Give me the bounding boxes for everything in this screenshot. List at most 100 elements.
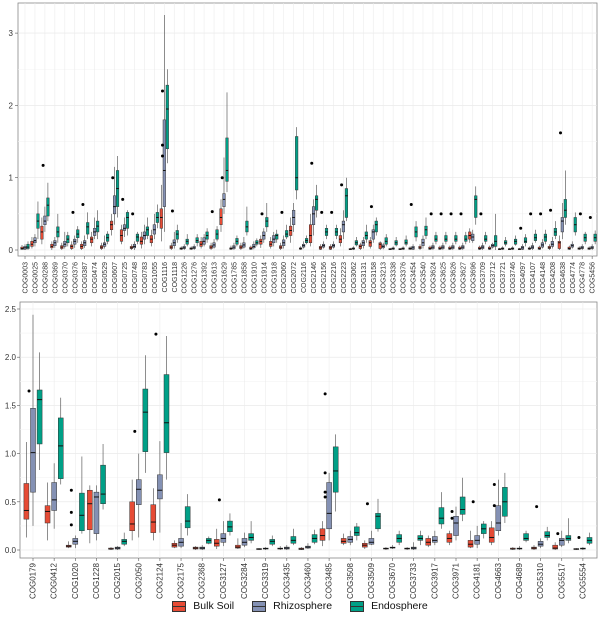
box-endosphere xyxy=(285,224,289,240)
box-iqr xyxy=(40,225,44,240)
box-bulk-soil xyxy=(235,538,241,550)
legend-label: Bulk Soil xyxy=(193,600,235,612)
box-iqr xyxy=(26,243,30,249)
box-bulk-soil xyxy=(209,242,213,250)
box-bulk-soil xyxy=(299,246,303,250)
box-bulk-soil xyxy=(446,530,453,546)
box-endosphere xyxy=(563,170,567,225)
box-iqr xyxy=(474,195,478,218)
box-iqr xyxy=(125,212,130,229)
x-tick-label: COG1613 xyxy=(212,262,219,294)
box-bulk-soil xyxy=(488,245,492,250)
box-bulk-soil xyxy=(90,231,94,247)
outlier-point xyxy=(559,131,562,135)
box-iqr xyxy=(368,538,375,545)
x-tick-label: COG4689 xyxy=(515,562,524,599)
box-iqr xyxy=(552,544,558,550)
outlier-point xyxy=(111,176,115,180)
box-rhizosphere xyxy=(162,15,166,232)
box-iqr xyxy=(135,233,139,242)
box-endosphere xyxy=(424,217,428,240)
x-tick-label: COG3376 xyxy=(401,262,408,294)
box-bulk-soil xyxy=(229,245,233,250)
x-tick-label: COG4774 xyxy=(570,262,577,294)
box-endosphere xyxy=(145,217,149,240)
x-tick-label: COG3624 xyxy=(430,262,437,294)
x-tick-label: COG2216 xyxy=(331,262,338,294)
box-iqr xyxy=(523,533,529,541)
outlier-point xyxy=(133,429,137,433)
box-rhizosphere xyxy=(220,521,227,547)
x-tick-label: COG3131 xyxy=(361,262,368,294)
box-rhizosphere xyxy=(453,506,459,541)
x-tick-label: COG1629 xyxy=(222,262,229,294)
box-bulk-soil xyxy=(408,246,412,250)
x-tick-label: COG3721 xyxy=(500,262,507,294)
box-bulk-soil xyxy=(338,228,342,247)
box-iqr xyxy=(142,388,149,452)
box-endosphere xyxy=(26,241,30,250)
x-tick-label: COG3454 xyxy=(411,262,418,294)
legend-key-rhizosphere xyxy=(252,600,267,612)
x-tick-label: COG4181 xyxy=(473,562,482,599)
box-bulk-soil xyxy=(256,548,262,550)
box-endosphere xyxy=(414,221,418,242)
box-iqr xyxy=(295,136,299,191)
box-bulk-soil xyxy=(40,217,44,245)
box-endosphere xyxy=(444,231,448,245)
box-iqr xyxy=(165,84,169,150)
box-rhizosphere xyxy=(381,242,385,250)
box-endosphere xyxy=(56,213,60,243)
box-endosphere xyxy=(135,231,139,245)
box-bulk-soil xyxy=(50,241,54,250)
x-tick-label: COG2223 xyxy=(341,262,348,294)
box-iqr xyxy=(222,193,226,207)
box-iqr xyxy=(44,505,51,524)
x-tick-label: COG3213 xyxy=(381,262,388,294)
box-bulk-soil xyxy=(587,246,591,250)
box-bulk-soil xyxy=(537,245,541,250)
x-tick-label: COG0003 xyxy=(23,262,30,294)
box-bulk-soil xyxy=(214,528,220,550)
box-bulk-soil xyxy=(259,235,263,248)
box-rhizosphere xyxy=(142,224,146,245)
box-rhizosphere xyxy=(114,546,121,550)
box-iqr xyxy=(159,208,163,229)
box-rhizosphere xyxy=(351,246,355,250)
x-tick-label: COG0412 xyxy=(50,562,59,599)
box-endosphere xyxy=(100,443,106,510)
box-bulk-soil xyxy=(279,242,283,250)
box-iqr xyxy=(150,504,157,533)
box-iqr xyxy=(136,479,142,505)
box-iqr xyxy=(87,489,93,531)
box-rhizosphere xyxy=(410,542,417,550)
box-rhizosphere xyxy=(172,231,176,249)
box-rhizosphere xyxy=(474,525,480,549)
box-rhizosphere xyxy=(411,244,415,250)
x-tick-label: COG0288 xyxy=(42,262,49,294)
x-tick-label: COG3284 xyxy=(240,562,249,599)
box-endosphere xyxy=(543,229,547,245)
box-rhizosphere xyxy=(520,244,525,250)
box-bulk-soil xyxy=(129,479,135,541)
x-tick-label: COG0607 xyxy=(112,262,119,294)
box-bulk-soil xyxy=(219,199,223,232)
box-rhizosphere xyxy=(511,246,515,250)
box-rhizosphere xyxy=(132,241,136,250)
x-tick-label: COG0783 xyxy=(142,262,149,294)
box-endosphere xyxy=(375,498,381,532)
x-tick-label: COG3746 xyxy=(510,262,517,294)
box-endosphere xyxy=(163,335,170,480)
box-rhizosphere xyxy=(113,166,117,225)
x-tick-label: COG0376 xyxy=(72,262,79,294)
outlier-point xyxy=(365,502,369,506)
box-rhizosphere xyxy=(262,547,269,550)
box-iqr xyxy=(560,217,564,233)
box-bulk-soil xyxy=(23,442,30,538)
box-rhizosphere xyxy=(199,545,205,550)
box-iqr xyxy=(488,527,495,543)
outlier-point xyxy=(449,212,453,216)
box-endosphere xyxy=(275,229,279,243)
box-iqr xyxy=(563,199,567,218)
box-iqr xyxy=(459,496,466,515)
